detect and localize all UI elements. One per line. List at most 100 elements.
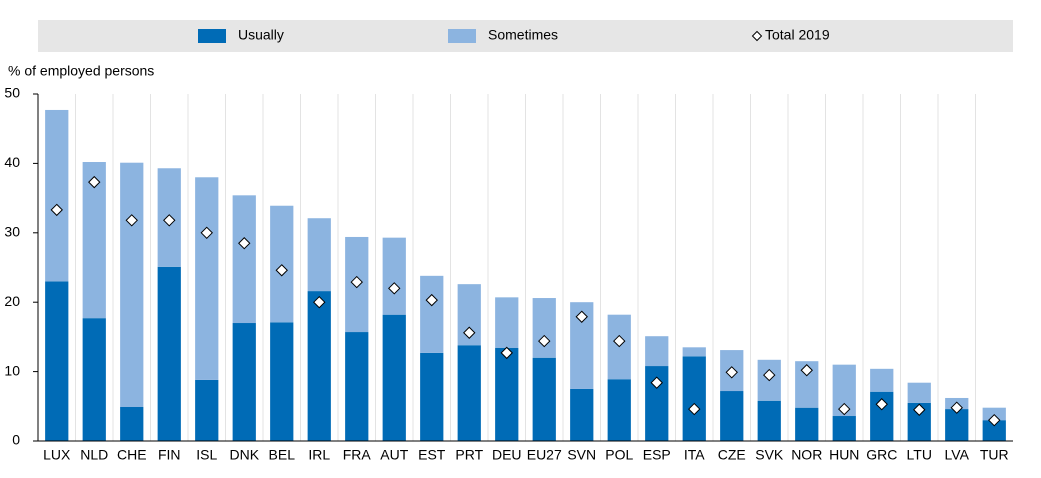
bar <box>795 361 819 408</box>
x-tick-label: GRC <box>866 447 897 463</box>
bar <box>945 409 969 441</box>
bar <box>907 382 931 403</box>
bar <box>795 407 819 441</box>
marker <box>200 226 213 240</box>
legend-swatch <box>198 29 226 43</box>
bar <box>870 368 894 392</box>
x-tick-label: CHE <box>117 447 147 463</box>
marker <box>575 310 588 323</box>
bar <box>570 388 594 441</box>
marker <box>463 326 476 339</box>
x-tick-label: BEL <box>269 447 296 463</box>
y-tick-label: 30 <box>4 224 20 240</box>
marker <box>838 402 851 416</box>
bar <box>457 345 481 441</box>
x-tick-label: EST <box>418 447 446 463</box>
bar <box>832 364 856 417</box>
marker <box>650 376 663 389</box>
marker <box>88 175 101 189</box>
marker <box>763 368 776 382</box>
bar <box>270 205 294 323</box>
x-tick-label: NLD <box>80 447 108 463</box>
y-tick-label: 40 <box>4 154 20 170</box>
x-tick-label: SVN <box>567 447 596 463</box>
bar <box>232 195 256 324</box>
marker <box>500 346 513 360</box>
x-tick-label: EU27 <box>527 447 562 463</box>
bar <box>157 266 181 441</box>
bar <box>120 406 144 441</box>
bar <box>382 237 406 315</box>
bar <box>45 109 69 282</box>
bar <box>495 297 519 349</box>
bar <box>120 162 144 407</box>
bar <box>420 275 444 353</box>
bar <box>195 379 219 441</box>
x-tick-label: FRA <box>343 447 372 463</box>
legend-marker <box>751 30 763 42</box>
y-tick-label: 50 <box>4 85 20 101</box>
bar <box>82 318 106 441</box>
marker <box>800 364 813 377</box>
bar <box>682 347 706 357</box>
bar <box>307 218 331 292</box>
x-tick-label: ISL <box>196 447 217 463</box>
bar <box>345 332 369 441</box>
bar <box>607 379 631 441</box>
bar <box>757 400 781 441</box>
bar <box>532 298 556 358</box>
marker <box>238 237 251 250</box>
x-tick-label: FIN <box>158 447 181 463</box>
x-tick-label: LUX <box>43 447 71 463</box>
bar <box>195 177 219 380</box>
bar <box>645 366 669 441</box>
marker <box>425 293 438 307</box>
marker <box>875 398 888 411</box>
x-tick-label: TUR <box>980 447 1009 463</box>
bar <box>382 314 406 441</box>
marker <box>313 295 326 309</box>
bar <box>307 291 331 441</box>
y-tick-label: 10 <box>4 362 20 378</box>
marker <box>163 214 176 227</box>
bar <box>570 302 594 389</box>
x-tick-label: CZE <box>718 447 746 463</box>
bar <box>270 322 294 441</box>
legend-label: Usually <box>238 27 284 43</box>
x-tick-label: AUT <box>380 447 408 463</box>
bar <box>907 402 931 441</box>
bar <box>45 281 69 441</box>
x-tick-label: DNK <box>229 447 259 463</box>
y-tick-label: 0 <box>12 432 20 448</box>
marker <box>688 402 701 416</box>
x-tick-label: IRL <box>308 447 330 463</box>
x-tick-label: POL <box>605 447 633 463</box>
bar <box>232 323 256 441</box>
marker <box>613 334 626 348</box>
x-tick-label: LTU <box>907 447 932 463</box>
marker <box>350 275 363 289</box>
bar <box>982 420 1006 441</box>
y-tick-label: 20 <box>4 293 20 309</box>
bar <box>82 162 106 319</box>
bar <box>682 356 706 441</box>
legend-swatch <box>448 29 476 43</box>
x-tick-label: ESP <box>643 447 671 463</box>
marker <box>725 366 738 379</box>
x-tick-label: HUN <box>829 447 859 463</box>
marker <box>988 413 1001 427</box>
bar <box>532 357 556 441</box>
marker <box>913 403 926 416</box>
x-tick-label: DEU <box>492 447 522 463</box>
legend-label: Total 2019 <box>765 27 830 43</box>
bar <box>495 348 519 441</box>
x-tick-label: PRT <box>455 447 483 463</box>
marker <box>275 264 288 277</box>
bar <box>832 416 856 441</box>
bar <box>457 284 481 346</box>
x-tick-label: SVK <box>755 447 784 463</box>
legend-label: Sometimes <box>488 27 558 43</box>
x-tick-label: ITA <box>684 447 705 463</box>
